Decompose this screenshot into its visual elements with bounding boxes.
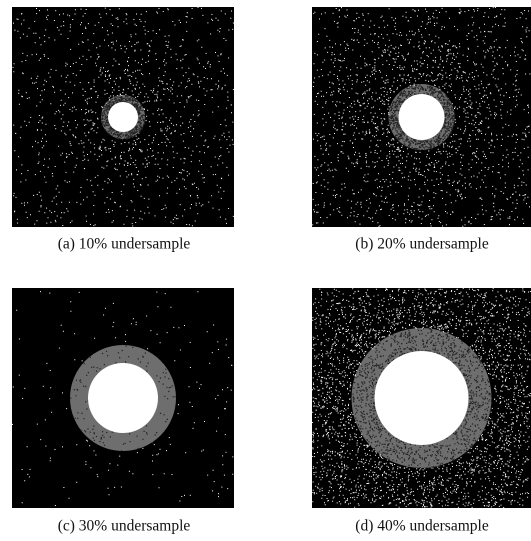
mask-panel — [12, 288, 234, 508]
mask-panel — [12, 7, 234, 227]
caption: (c) 30% undersample — [58, 518, 191, 535]
figure: (a) 10% undersample (b) 20% undersample … — [0, 0, 531, 541]
center-hole — [108, 102, 138, 132]
mask-panel — [312, 7, 531, 227]
caption: (d) 40% undersample — [355, 518, 489, 535]
page: {"figure": {"panels": [ {"caption": "(a)… — [0, 0, 531, 541]
center-hole — [399, 94, 445, 140]
center-hole — [88, 363, 158, 433]
caption: (b) 20% undersample — [355, 236, 489, 253]
mask-panel — [312, 288, 531, 508]
center-hole — [375, 351, 469, 445]
caption: (a) 10% undersample — [58, 236, 191, 253]
